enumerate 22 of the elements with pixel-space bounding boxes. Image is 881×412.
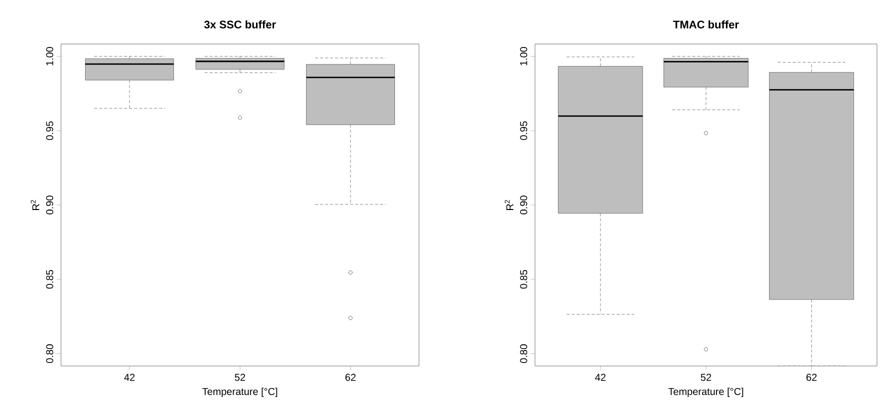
x-axis-title: Temperature [°C] xyxy=(668,388,744,398)
x-axis-title: Temperature [°C] xyxy=(202,388,278,398)
y-tick-label: 0.85 xyxy=(46,270,54,289)
y-axis-title: R$^{2}$ xyxy=(504,200,514,210)
chart-title: 3x SSC buffer xyxy=(204,20,276,28)
y-axis-title: R$^{2}$ xyxy=(30,200,40,210)
y-tick-label: 0.80 xyxy=(520,344,528,363)
x-tick-label: 62 xyxy=(345,374,356,381)
y-tick-label: 1.00 xyxy=(520,46,528,66)
y-tick-label: 0.90 xyxy=(46,196,54,214)
y-tick-label: 0.85 xyxy=(520,270,528,289)
y-tick-label: 0.90 xyxy=(520,196,528,214)
y-tick-label: 1.00 xyxy=(46,46,54,66)
y-tick-label: 0.95 xyxy=(520,121,528,140)
x-tick-label: 62 xyxy=(806,374,817,381)
y-tick-label: 0.95 xyxy=(46,121,54,140)
y-tick-label: 0.80 xyxy=(46,344,54,363)
x-tick-label: 52 xyxy=(700,374,712,381)
chart-title: TMAC buffer xyxy=(673,20,739,28)
x-tick-label: 42 xyxy=(124,374,135,381)
x-tick-label: 52 xyxy=(234,374,246,381)
x-tick-label: 42 xyxy=(595,374,606,381)
